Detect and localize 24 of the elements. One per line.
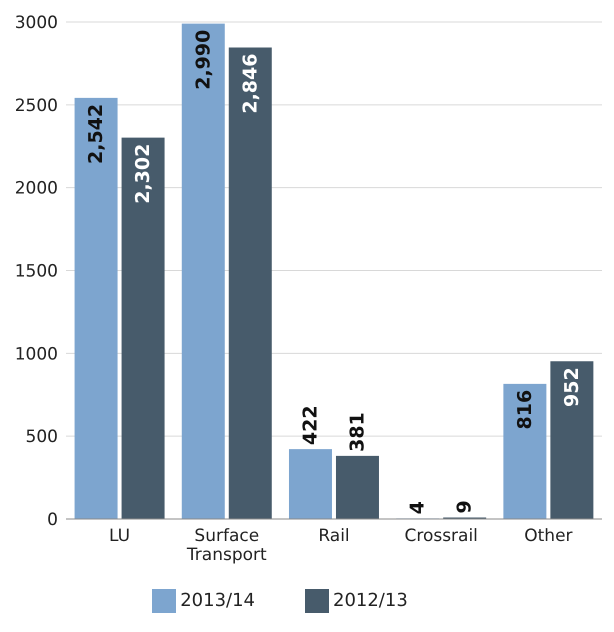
data-label: 952 — [560, 367, 583, 407]
legend-label: 2012/13 — [333, 590, 408, 611]
legend-label: 2013/14 — [180, 590, 255, 611]
y-tick-label: 2000 — [14, 178, 58, 199]
x-tick-label: Surface Transport — [186, 526, 268, 565]
data-label: 816 — [514, 390, 536, 430]
x-tick-label: Rail — [318, 526, 350, 546]
x-tick-label: LU — [109, 526, 130, 546]
x-tick-label: Crossrail — [404, 526, 478, 546]
data-label: 9 — [454, 500, 476, 514]
data-label: 422 — [299, 405, 322, 446]
y-tick-label: 0 — [47, 510, 58, 530]
data-label: 381 — [346, 412, 368, 452]
data-label: 4 — [406, 501, 429, 514]
data-label: 2,302 — [132, 144, 154, 204]
x-tick-label: Other — [524, 526, 573, 546]
data-label: 2,990 — [192, 30, 214, 90]
y-tick-label: 1000 — [14, 344, 58, 364]
y-tick-label: 1500 — [14, 262, 58, 282]
data-label: 2,542 — [85, 104, 108, 164]
y-tick-label: 2500 — [14, 96, 58, 116]
data-label: 2,846 — [239, 54, 262, 114]
y-tick-label: 3000 — [14, 13, 58, 34]
y-tick-label: 500 — [26, 427, 58, 448]
